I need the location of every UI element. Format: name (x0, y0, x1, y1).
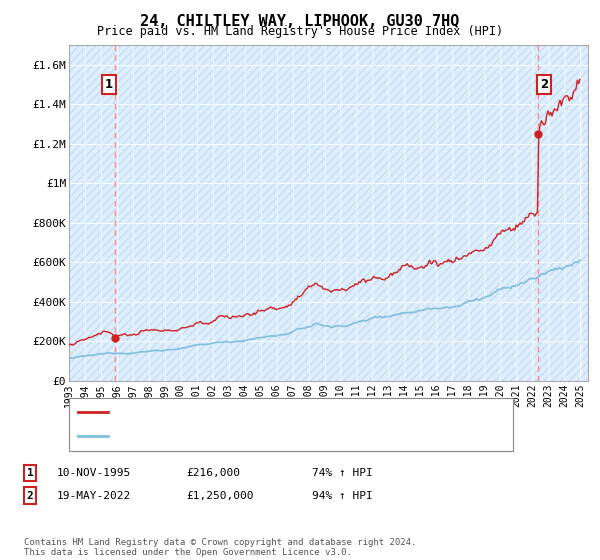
Text: 74% ↑ HPI: 74% ↑ HPI (312, 468, 373, 478)
Text: £1,250,000: £1,250,000 (186, 491, 254, 501)
Text: HPI: Average price, detached house, East Hampshire: HPI: Average price, detached house, East… (114, 431, 427, 441)
Text: 24, CHILTLEY WAY, LIPHOOK, GU30 7HQ (detached house): 24, CHILTLEY WAY, LIPHOOK, GU30 7HQ (det… (114, 408, 439, 418)
Text: 10-NOV-1995: 10-NOV-1995 (57, 468, 131, 478)
Text: 2: 2 (540, 78, 548, 91)
Text: 19-MAY-2022: 19-MAY-2022 (57, 491, 131, 501)
Text: 24, CHILTLEY WAY, LIPHOOK, GU30 7HQ: 24, CHILTLEY WAY, LIPHOOK, GU30 7HQ (140, 14, 460, 29)
Text: Contains HM Land Registry data © Crown copyright and database right 2024.
This d: Contains HM Land Registry data © Crown c… (24, 538, 416, 557)
Text: 1: 1 (105, 78, 113, 91)
Text: £216,000: £216,000 (186, 468, 240, 478)
Text: 94% ↑ HPI: 94% ↑ HPI (312, 491, 373, 501)
Text: 1: 1 (26, 468, 34, 478)
Text: Price paid vs. HM Land Registry's House Price Index (HPI): Price paid vs. HM Land Registry's House … (97, 25, 503, 38)
Text: 2: 2 (26, 491, 34, 501)
